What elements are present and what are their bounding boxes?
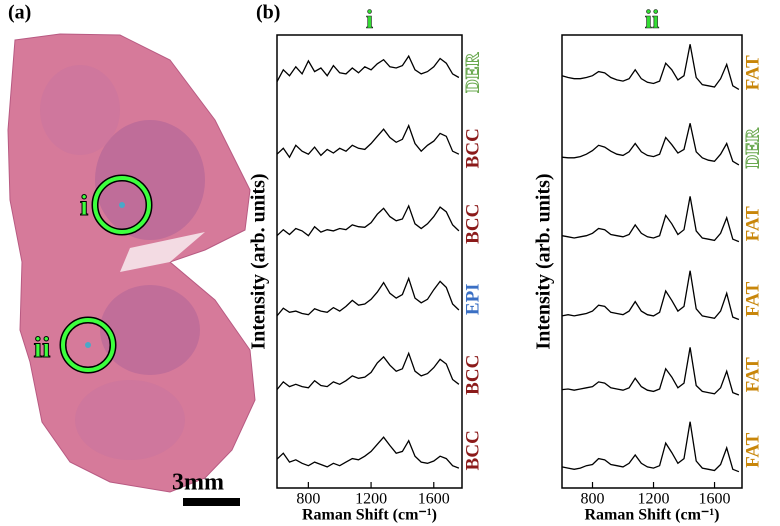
spectrum-line <box>276 276 460 317</box>
tissue-label: EPI <box>462 283 483 315</box>
spectra-panels: i Raman Shift (cm⁻¹) Intensity (arb. units… <box>248 5 764 524</box>
chart-title: ii <box>645 5 659 34</box>
tissue-label: FAT <box>742 432 763 468</box>
panel-label: (a) <box>8 2 31 24</box>
spectrum-line <box>276 123 460 159</box>
x-tick-label: 1200 <box>355 491 387 508</box>
x-axis-label: Raman Shift (cm⁻¹) <box>302 507 437 524</box>
spectrum-line <box>561 196 740 243</box>
plot-frame <box>276 34 463 489</box>
tissue-label: BCC <box>462 128 483 168</box>
tissue-label: FAT <box>742 357 763 393</box>
spectrum-line <box>561 44 740 90</box>
spectrum-line <box>276 351 460 391</box>
tissue-label: FAT <box>742 55 763 91</box>
y-axis-label: Intensity (arb. units) <box>248 173 270 349</box>
histology-image <box>7 33 256 506</box>
tissue-label: BCC <box>462 355 483 395</box>
y-axis-label: Intensity (arb. units) <box>533 173 555 349</box>
plot-frame <box>561 34 743 489</box>
tissue-label: BCC <box>462 430 483 470</box>
spectrum-line <box>561 421 740 473</box>
panel-label: (b) <box>256 2 280 24</box>
spectrum-line <box>561 123 740 166</box>
region-marker: ii <box>34 331 51 364</box>
tissue-label: FAT <box>742 206 763 242</box>
x-tick-label: 1200 <box>638 491 670 508</box>
x-tick-label: 800 <box>296 491 320 508</box>
x-tick-label: 1600 <box>699 491 731 508</box>
spectrum-line <box>276 436 460 469</box>
spectrum-line <box>561 347 740 396</box>
tissue-label: DER <box>462 52 483 92</box>
scale-bar-label: 3mm <box>172 470 224 496</box>
tissue-label: BCC <box>462 204 483 244</box>
x-axis-label: Raman Shift (cm⁻¹) <box>584 507 719 524</box>
spectrum-line <box>561 270 740 321</box>
region-marker: i <box>80 189 88 222</box>
tissue-label: DER <box>742 128 763 168</box>
spectrum-line <box>276 54 460 83</box>
x-tick-label: 800 <box>581 491 605 508</box>
tissue-label: FAT <box>742 281 763 317</box>
spectrum-line <box>276 204 460 237</box>
chart-title: i <box>366 5 373 34</box>
x-tick-label: 1600 <box>418 491 450 508</box>
